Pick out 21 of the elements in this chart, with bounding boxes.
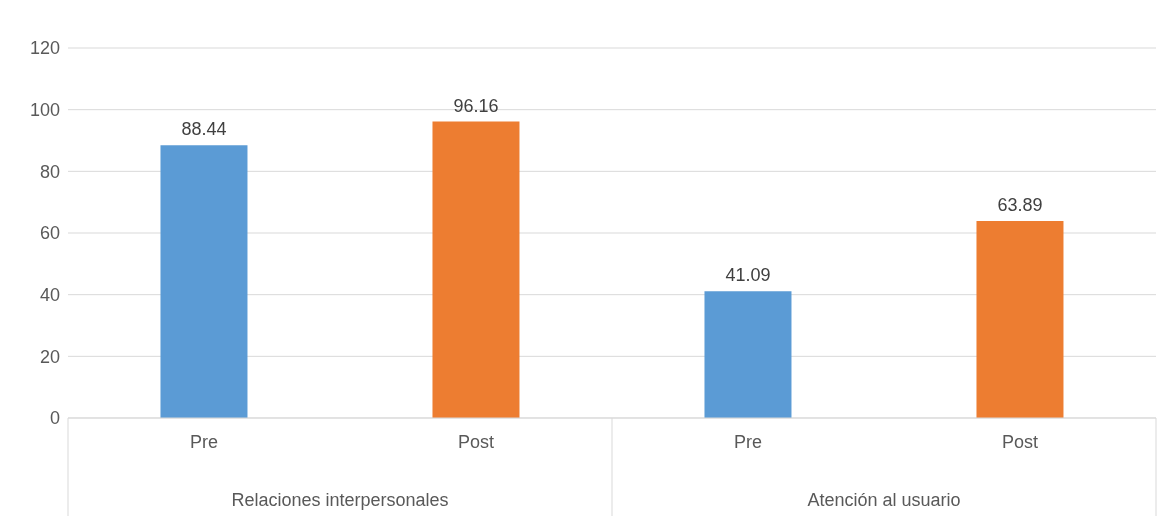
y-tick-label: 20: [39, 346, 60, 367]
text: Relaciones interpersonales: [231, 490, 449, 510]
y-tick-label: 40: [39, 285, 60, 306]
data-label: 96.16: [453, 95, 499, 116]
y-tick-label: 120: [29, 38, 60, 59]
x-tick-label: Post: [1001, 432, 1039, 452]
x-tick-label: Pre: [189, 432, 219, 452]
y-tick-label: 0: [49, 408, 60, 429]
bar: [432, 121, 520, 418]
y-tick-label: 80: [39, 161, 60, 182]
data-label: 88.44: [181, 119, 227, 140]
bar: [160, 145, 248, 418]
x-tick-label: Post: [457, 432, 495, 452]
data-label: 41.09: [725, 265, 771, 286]
x-tick-label: Pre: [733, 432, 763, 452]
y-tick-label: 100: [29, 100, 60, 121]
bar: [976, 221, 1064, 418]
y-tick-label: 60: [39, 223, 60, 244]
data-label: 63.89: [997, 195, 1043, 216]
bar: [704, 291, 792, 418]
text: Atención al usuario: [807, 490, 961, 510]
